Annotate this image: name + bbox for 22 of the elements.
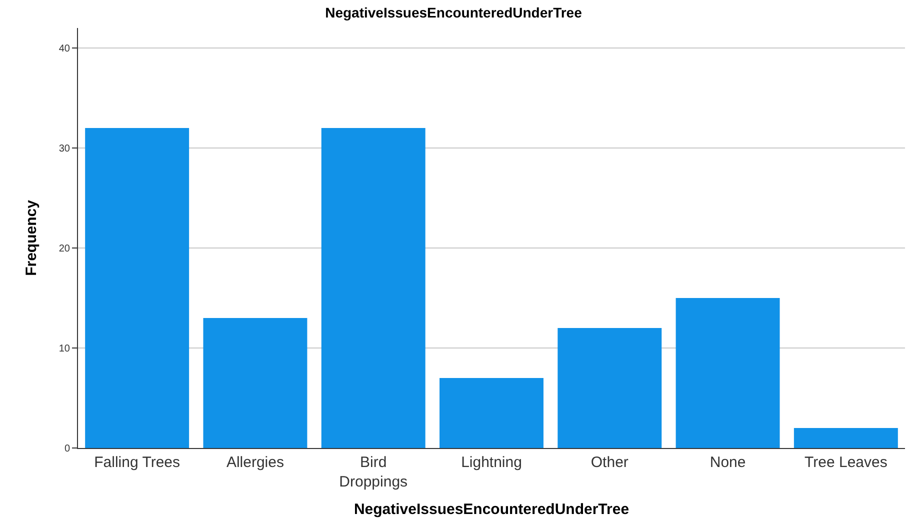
y-tick-label: 20 xyxy=(58,244,70,254)
bar xyxy=(676,298,780,448)
x-tick-label: None xyxy=(710,454,746,471)
x-tick-label: Tree Leaves xyxy=(804,454,888,471)
y-axis-title: Frequency xyxy=(23,199,40,276)
y-tick-label: 30 xyxy=(58,144,70,154)
x-axis-title: NegativeIssuesEncounteredUnderTree xyxy=(354,501,630,518)
bar xyxy=(321,128,426,448)
bar xyxy=(440,378,544,448)
x-tick-label: Bird Droppings xyxy=(339,454,408,490)
x-tick-label: Other xyxy=(590,454,628,471)
y-tick-label: 40 xyxy=(58,44,70,54)
bar xyxy=(794,428,898,448)
x-tick-label: Allergies xyxy=(226,454,284,471)
y-tick-label: 0 xyxy=(64,444,70,454)
chart-title: NegativeIssuesEncounteredUnderTree xyxy=(325,4,582,21)
bar xyxy=(558,328,662,448)
x-tick-label: Falling Trees xyxy=(94,454,180,471)
y-tick-label: 10 xyxy=(58,344,70,354)
bar xyxy=(203,318,308,448)
x-tick-label: Lightning xyxy=(461,454,522,471)
bar xyxy=(85,128,190,448)
